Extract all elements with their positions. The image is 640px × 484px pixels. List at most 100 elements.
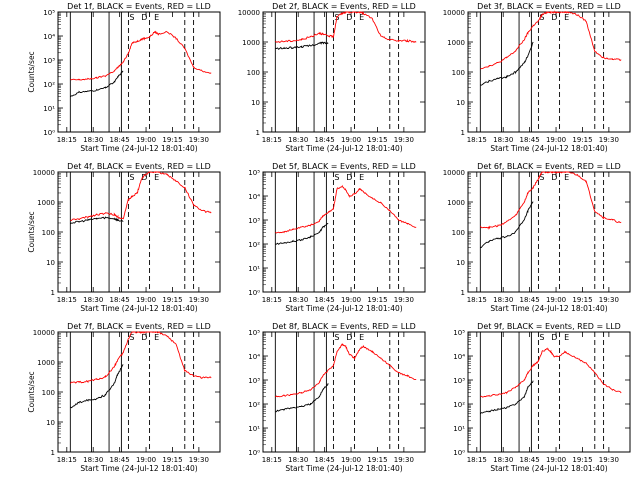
x-tick-label: 18:15	[467, 296, 487, 304]
marker-label-e: E	[359, 173, 364, 182]
y-tick-label: 10¹	[248, 265, 260, 273]
y-tick-label: 1	[461, 129, 465, 137]
y-tick-label: 10000	[443, 9, 465, 17]
y-tick-label: 100	[42, 229, 55, 237]
y-tick-label: 10⁴	[453, 353, 465, 361]
series-events-line	[70, 70, 124, 97]
x-tick-label: 18:15	[467, 136, 487, 144]
marker-label-s: S	[129, 173, 134, 182]
marker-label-e: E	[154, 333, 159, 342]
panel-3: Det 3f, BLACK = Events, RED = LLD 1 10 100 1…	[443, 2, 631, 153]
x-tick-label: 18:15	[262, 136, 282, 144]
panel-7: Det 7f, BLACK = Events, RED = LLD 1 10 100 1…	[27, 322, 221, 473]
panel-title: Det 9f, BLACK = Events, RED = LLD	[477, 322, 621, 331]
series-events-line	[70, 364, 124, 409]
x-tick-label: 19:00	[546, 296, 566, 304]
marker-label-e: E	[154, 173, 159, 182]
x-tick-label: 18:45	[110, 296, 130, 304]
plot-frame	[467, 331, 631, 453]
panel-1: Det 1f, BLACK = Events, RED = LLD 10⁰ 10¹ 1…	[27, 2, 221, 153]
y-tick-label: 10¹	[453, 425, 465, 433]
marker-label-d: D	[551, 173, 557, 182]
plot-frame	[467, 171, 631, 293]
series-events-line	[275, 223, 329, 245]
x-tick-label: 19:30	[599, 136, 619, 144]
x-axis-label: Start Time (24-Jul-12 18:01:40)	[80, 144, 197, 153]
y-tick-label: 10²	[43, 81, 55, 89]
x-tick-label: 19:00	[136, 136, 156, 144]
x-axis-label: Start Time (24-Jul-12 18:01:40)	[285, 304, 402, 313]
y-tick-label: 100	[452, 229, 465, 237]
panel-title: Det 3f, BLACK = Events, RED = LLD	[477, 2, 621, 11]
x-tick-label: 18:45	[315, 296, 335, 304]
y-tick-label: 10000	[443, 169, 465, 177]
y-tick-label: 10⁵	[248, 169, 260, 177]
panel-8: Det 8f, BLACK = Events, RED = LLD 10⁰ 10¹ 1…	[248, 322, 426, 473]
series-lld-line	[275, 11, 417, 44]
x-tick-label: 18:30	[83, 456, 103, 464]
x-tick-label: 18:30	[288, 136, 308, 144]
y-tick-label: 10²	[248, 241, 260, 249]
x-axis-label: Start Time (24-Jul-12 18:01:40)	[80, 304, 197, 313]
y-tick-label: 1000	[242, 39, 260, 47]
y-axis-label: Counts/sec	[27, 51, 36, 92]
series-events-line	[479, 380, 534, 415]
x-tick-label: 19:15	[162, 296, 182, 304]
y-tick-label: 10⁴	[43, 33, 55, 41]
x-axis-label: Start Time (24-Jul-12 18:01:40)	[490, 144, 607, 153]
y-axis-label: Counts/sec	[27, 211, 36, 252]
y-tick-label: 10000	[238, 9, 260, 17]
y-tick-label: 10⁰	[453, 449, 465, 457]
x-tick-label: 18:45	[110, 456, 130, 464]
y-tick-label: 10000	[33, 329, 55, 337]
y-tick-label: 1	[51, 449, 55, 457]
x-tick-label: 18:15	[262, 456, 282, 464]
x-tick-label: 18:30	[83, 136, 103, 144]
x-axis-label: Start Time (24-Jul-12 18:01:40)	[490, 464, 607, 473]
x-tick-label: 19:15	[572, 456, 592, 464]
y-tick-label: 10³	[43, 57, 55, 65]
x-tick-label: 19:00	[546, 136, 566, 144]
x-tick-label: 19:30	[599, 456, 619, 464]
series-lld-line	[69, 331, 212, 384]
marker-label-d: D	[346, 13, 352, 22]
panel-4: Det 4f, BLACK = Events, RED = LLD 1 10 100 1…	[27, 162, 221, 313]
y-tick-label: 100	[452, 69, 465, 77]
marker-label-e: E	[359, 13, 364, 22]
panel-title: Det 1f, BLACK = Events, RED = LLD	[67, 2, 211, 11]
x-tick-label: 18:30	[493, 296, 513, 304]
y-tick-label: 1	[51, 289, 55, 297]
x-tick-label: 18:30	[493, 136, 513, 144]
x-axis-label: Start Time (24-Jul-12 18:01:40)	[285, 144, 402, 153]
x-tick-label: 18:30	[288, 296, 308, 304]
series-lld-line	[275, 184, 417, 234]
panel-title: Det 2f, BLACK = Events, RED = LLD	[272, 2, 416, 11]
y-tick-label: 10⁰	[43, 129, 55, 137]
y-tick-label: 10	[456, 259, 465, 267]
x-tick-label: 19:15	[367, 456, 387, 464]
panel-title: Det 5f, BLACK = Events, RED = LLD	[272, 162, 416, 171]
marker-label-d: D	[141, 333, 147, 342]
x-tick-label: 18:45	[110, 136, 130, 144]
y-tick-label: 10⁰	[248, 289, 260, 297]
x-tick-label: 18:15	[467, 456, 487, 464]
marker-label-e: E	[359, 333, 364, 342]
y-tick-label: 1000	[37, 199, 55, 207]
x-tick-label: 18:45	[315, 136, 335, 144]
x-tick-label: 19:00	[341, 136, 361, 144]
y-tick-label: 10⁵	[248, 329, 260, 337]
y-axis-label: Counts/sec	[27, 371, 36, 412]
marker-label-s: S	[334, 333, 339, 342]
plot-frame	[57, 171, 221, 293]
panel-title: Det 7f, BLACK = Events, RED = LLD	[67, 322, 211, 331]
x-tick-label: 19:30	[394, 296, 414, 304]
plot-frame	[57, 11, 221, 133]
y-tick-label: 1000	[447, 199, 465, 207]
x-axis-label: Start Time (24-Jul-12 18:01:40)	[80, 464, 197, 473]
x-tick-label: 18:45	[520, 136, 540, 144]
x-tick-label: 18:15	[57, 296, 77, 304]
x-tick-label: 19:30	[394, 456, 414, 464]
y-tick-label: 10³	[453, 377, 465, 385]
plot-frame	[262, 11, 426, 133]
series-lld-line	[70, 171, 212, 222]
